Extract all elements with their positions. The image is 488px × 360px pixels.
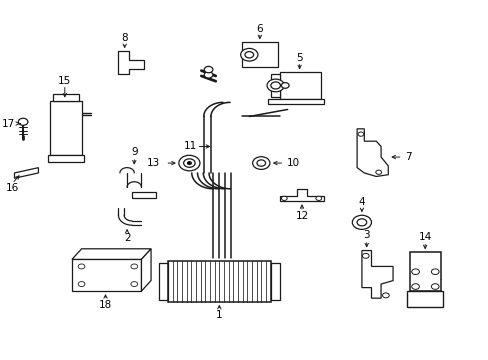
Bar	[409, 252, 440, 291]
Text: 5: 5	[296, 53, 302, 63]
Circle shape	[187, 162, 191, 165]
Polygon shape	[50, 100, 81, 155]
Polygon shape	[48, 155, 84, 162]
Circle shape	[351, 215, 371, 229]
Circle shape	[78, 264, 85, 269]
Text: 10: 10	[287, 158, 300, 168]
Text: 6: 6	[256, 24, 263, 34]
Polygon shape	[132, 192, 156, 198]
Bar	[167, 261, 270, 302]
Polygon shape	[15, 168, 39, 178]
Circle shape	[131, 264, 137, 269]
Bar	[270, 263, 280, 300]
Polygon shape	[356, 129, 387, 176]
Circle shape	[183, 159, 195, 167]
Text: 16: 16	[5, 183, 19, 193]
Polygon shape	[117, 51, 143, 74]
Circle shape	[270, 82, 280, 89]
Text: 11: 11	[184, 141, 197, 152]
Polygon shape	[242, 42, 278, 67]
Text: 15: 15	[58, 76, 71, 86]
Polygon shape	[270, 74, 280, 97]
Circle shape	[430, 269, 438, 275]
Circle shape	[375, 170, 381, 174]
Polygon shape	[141, 249, 151, 291]
Text: 1: 1	[216, 310, 222, 320]
Circle shape	[204, 72, 212, 78]
Circle shape	[252, 157, 269, 170]
Circle shape	[266, 79, 284, 92]
Circle shape	[281, 196, 286, 201]
Circle shape	[356, 219, 366, 226]
Circle shape	[315, 196, 321, 201]
Circle shape	[179, 155, 200, 171]
Circle shape	[256, 160, 265, 166]
Text: 9: 9	[131, 148, 137, 157]
Polygon shape	[72, 249, 151, 259]
Text: 14: 14	[418, 232, 431, 242]
Text: 12: 12	[295, 211, 308, 221]
Text: 3: 3	[363, 230, 369, 240]
Polygon shape	[268, 99, 323, 104]
Text: 17: 17	[2, 118, 15, 129]
Polygon shape	[280, 189, 323, 201]
Circle shape	[357, 132, 363, 136]
Polygon shape	[53, 94, 79, 100]
Circle shape	[430, 284, 438, 289]
Text: 7: 7	[405, 152, 411, 162]
Text: 13: 13	[146, 158, 160, 168]
Circle shape	[204, 66, 212, 73]
Text: 8: 8	[121, 33, 128, 43]
Circle shape	[411, 284, 419, 289]
Circle shape	[281, 83, 288, 88]
Polygon shape	[361, 251, 392, 298]
Circle shape	[131, 282, 137, 287]
Circle shape	[382, 293, 388, 298]
Polygon shape	[72, 259, 141, 291]
Text: 2: 2	[123, 233, 130, 243]
Circle shape	[78, 282, 85, 287]
Circle shape	[18, 118, 28, 125]
Bar	[159, 263, 167, 300]
Bar	[407, 291, 443, 307]
Circle shape	[362, 253, 368, 258]
Text: 4: 4	[358, 197, 365, 207]
Circle shape	[244, 51, 253, 58]
Text: 18: 18	[99, 300, 112, 310]
Circle shape	[411, 269, 419, 275]
Polygon shape	[280, 72, 321, 99]
Circle shape	[240, 48, 257, 61]
